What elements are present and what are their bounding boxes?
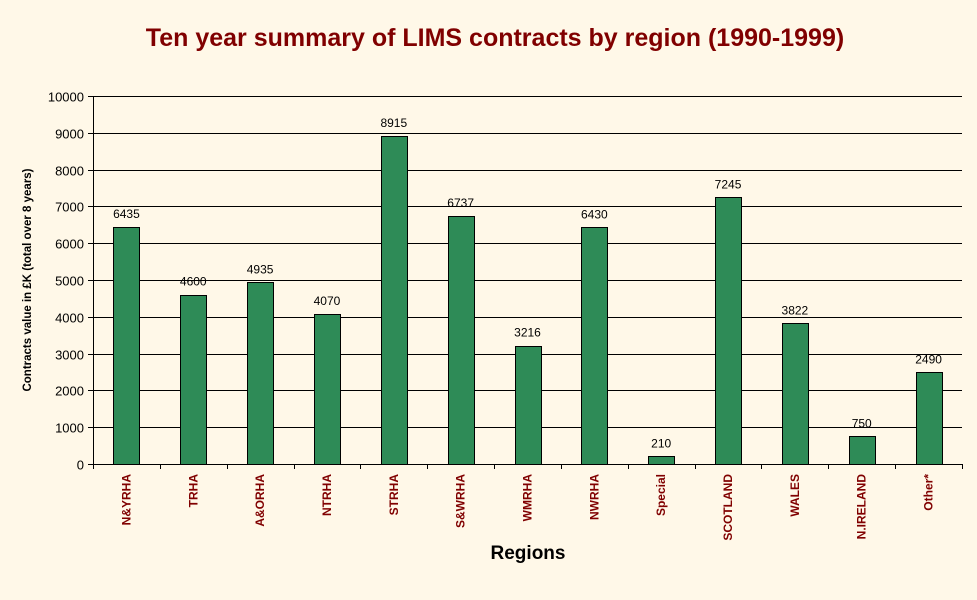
data-label: 3822 bbox=[782, 303, 809, 317]
x-tick-label: SCOTLAND bbox=[721, 474, 735, 541]
x-axis-ticks: N&YRHA TRHA A&ORHA NTRHA STRHA S&WRHA WMRHA NWR… bbox=[119, 474, 935, 541]
data-label: 4600 bbox=[180, 275, 207, 289]
bar bbox=[581, 227, 608, 465]
data-label: 3216 bbox=[514, 326, 541, 340]
y-axis-ticks: 0 1000 2000 3000 4000 5000 6000 7000 8000 9000 100… bbox=[48, 90, 93, 473]
x-tick-label: Special bbox=[654, 474, 668, 516]
bar bbox=[247, 282, 274, 465]
y-tick-label: 3000 bbox=[55, 348, 84, 363]
y-tick-label: 0 bbox=[77, 458, 84, 473]
x-tick-label: N.IRELAND bbox=[855, 474, 869, 540]
x-tick-label: A&ORHA bbox=[253, 474, 267, 527]
x-tick-label: WMRHA bbox=[521, 474, 535, 522]
y-axis-label: Contracts value in £K (total over 8 year… bbox=[22, 168, 34, 391]
chart-title: Ten year summary of LIMS contracts by re… bbox=[146, 24, 844, 52]
data-label: 210 bbox=[651, 436, 671, 450]
x-axis-label: Regions bbox=[491, 543, 566, 564]
bar bbox=[715, 197, 742, 465]
x-tick-label: NWRHA bbox=[587, 474, 601, 520]
y-tick-label: 2000 bbox=[55, 384, 84, 399]
data-label: 6435 bbox=[113, 207, 140, 221]
bar bbox=[648, 456, 675, 465]
y-tick-label: 9000 bbox=[55, 127, 84, 142]
x-tick-label: NTRHA bbox=[320, 474, 334, 516]
x-tick-label: STRHA bbox=[387, 474, 401, 516]
data-label: 8915 bbox=[380, 116, 407, 130]
data-label: 2490 bbox=[915, 352, 942, 366]
bars bbox=[113, 136, 943, 465]
x-tick-label: S&WRHA bbox=[454, 474, 468, 528]
data-label: 4070 bbox=[314, 294, 341, 308]
bar bbox=[916, 372, 943, 465]
data-labels: 6435 4600 4935 4070 8915 6737 3216 6430 210 7245 3… bbox=[113, 116, 942, 450]
data-label: 7245 bbox=[715, 177, 742, 191]
gridlines bbox=[93, 96, 962, 428]
bar bbox=[782, 323, 809, 465]
bar bbox=[314, 314, 341, 465]
data-label: 4935 bbox=[247, 262, 274, 276]
bar bbox=[180, 295, 207, 465]
bar bbox=[381, 136, 408, 465]
bar bbox=[448, 216, 475, 465]
y-tick-label: 5000 bbox=[55, 274, 84, 289]
bar bbox=[849, 436, 876, 465]
data-label: 750 bbox=[852, 416, 872, 430]
y-tick-label: 10000 bbox=[48, 90, 84, 105]
bar bbox=[515, 346, 542, 465]
data-label: 6430 bbox=[581, 207, 608, 221]
x-tick-label: TRHA bbox=[186, 474, 200, 508]
y-tick-label: 1000 bbox=[55, 421, 84, 436]
x-tick-label: WALES bbox=[788, 474, 802, 517]
y-tick-label: 6000 bbox=[55, 237, 84, 252]
y-tick-label: 4000 bbox=[55, 311, 84, 326]
x-tick-label: N&YRHA bbox=[119, 474, 133, 526]
y-tick-label: 8000 bbox=[55, 164, 84, 179]
y-tick-label: 7000 bbox=[55, 200, 84, 215]
bar bbox=[113, 227, 140, 465]
x-tick-label: Other* bbox=[922, 474, 936, 511]
data-label: 6737 bbox=[447, 196, 474, 210]
axes bbox=[93, 96, 963, 469]
